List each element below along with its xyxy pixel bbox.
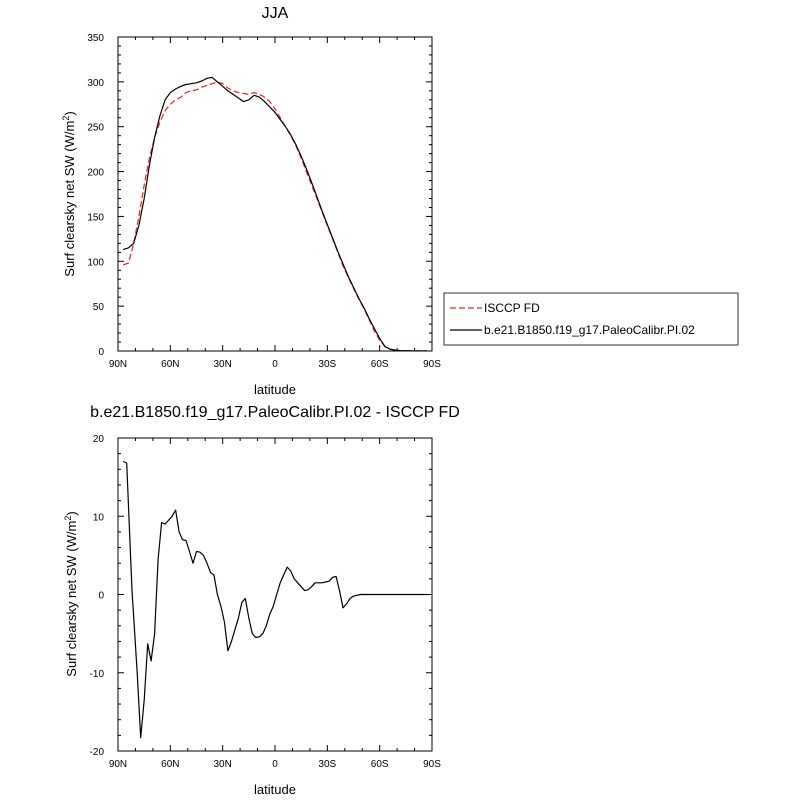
top-y-tick-label: 200 (87, 168, 104, 179)
top-y-tick-label: 50 (93, 302, 105, 313)
bottom-x-tick-label: 30S (318, 759, 336, 770)
bottom-series-group (122, 460, 427, 739)
top-chart-panel: JJA 90N 60N 30N 0 30S 60S 90S 0 50 100 150 200 250 30… (61, 5, 739, 397)
bottom-chart-panel: b.e21.B1850.f19_g17.PaleoCalibr.PI.02 - … (63, 404, 460, 797)
top-x-tick-label: 0 (272, 359, 278, 370)
legend-label-isccp: ISCCP FD (484, 301, 540, 315)
bottom-y-tick-label: -20 (90, 747, 105, 758)
top-y-tick-label: 150 (87, 212, 104, 223)
top-x-tick-label: 30S (318, 359, 336, 370)
legend-label-model: b.e21.B1850.f19_g17.PaleoCalibr.PI.02 (484, 323, 695, 337)
bottom-x-tick-label: 30N (213, 759, 231, 770)
top-y-tick-label: 0 (98, 347, 104, 358)
top-plot-frame (117, 36, 433, 352)
top-y-axis-title-main: Surf clearsky net SW (W/m (62, 121, 77, 277)
top-x-axis-title: latitude (254, 382, 296, 397)
top-y-tick-label: 300 (87, 78, 104, 89)
top-x-tick-label: 90N (109, 359, 127, 370)
bottom-x-tick-label: 90S (423, 759, 441, 770)
bottom-y-tick-label: 10 (93, 512, 105, 523)
bottom-y-tick-label: 20 (93, 434, 105, 445)
top-series-line-0 (123, 81, 427, 352)
bottom-y-axis-title-main: Surf clearsky net SW (W/m (64, 521, 79, 677)
bottom-series-line-0 (122, 460, 427, 739)
top-chart-title: JJA (262, 5, 289, 22)
top-y-axis-title-sup: 2 (61, 116, 71, 121)
bottom-y-tick-label: -10 (90, 669, 105, 680)
top-x-tick-label: 60S (371, 359, 389, 370)
top-y-tick-label: 100 (87, 257, 104, 268)
bottom-y-axis-title: Surf clearsky net SW (W/m2) (63, 511, 79, 676)
top-y-tick-label: 250 (87, 123, 104, 134)
bottom-y-tick-label: 0 (98, 591, 104, 602)
bottom-y-axis-title-tail: ) (64, 511, 79, 515)
bottom-x-tick-label: 0 (272, 759, 278, 770)
top-y-axis-title-tail: ) (62, 111, 77, 115)
bottom-x-tick-label: 60N (161, 759, 179, 770)
bottom-y-axis-title-sup: 2 (63, 516, 73, 521)
top-x-tick-label: 90S (423, 359, 441, 370)
top-x-tick-label: 30N (213, 359, 231, 370)
top-series-line-1 (123, 76, 427, 352)
legend: ISCCP FD b.e21.B1850.f19_g17.PaleoCalibr… (443, 292, 739, 346)
bottom-axis-ticks (117, 437, 433, 752)
bottom-x-tick-label: 90N (109, 759, 127, 770)
bottom-chart-title: b.e21.B1850.f19_g17.PaleoCalibr.PI.02 - … (90, 404, 460, 421)
top-axis-ticks (117, 36, 433, 352)
legend-box (443, 292, 739, 346)
top-axis-tick-labels: 90N 60N 30N 0 30S 60S 90S 0 50 100 150 200 250 300 350 (87, 33, 441, 370)
bottom-x-axis-title: latitude (254, 782, 296, 797)
bottom-x-tick-label: 60S (371, 759, 389, 770)
top-series-group (123, 76, 427, 352)
top-y-axis-title: Surf clearsky net SW (W/m2) (61, 111, 77, 276)
top-y-tick-label: 350 (87, 33, 104, 44)
top-x-tick-label: 60N (161, 359, 179, 370)
bottom-axis-tick-labels: 90N 60N 30N 0 30S 60S 90S -20 -10 0 10 20 (90, 434, 442, 770)
